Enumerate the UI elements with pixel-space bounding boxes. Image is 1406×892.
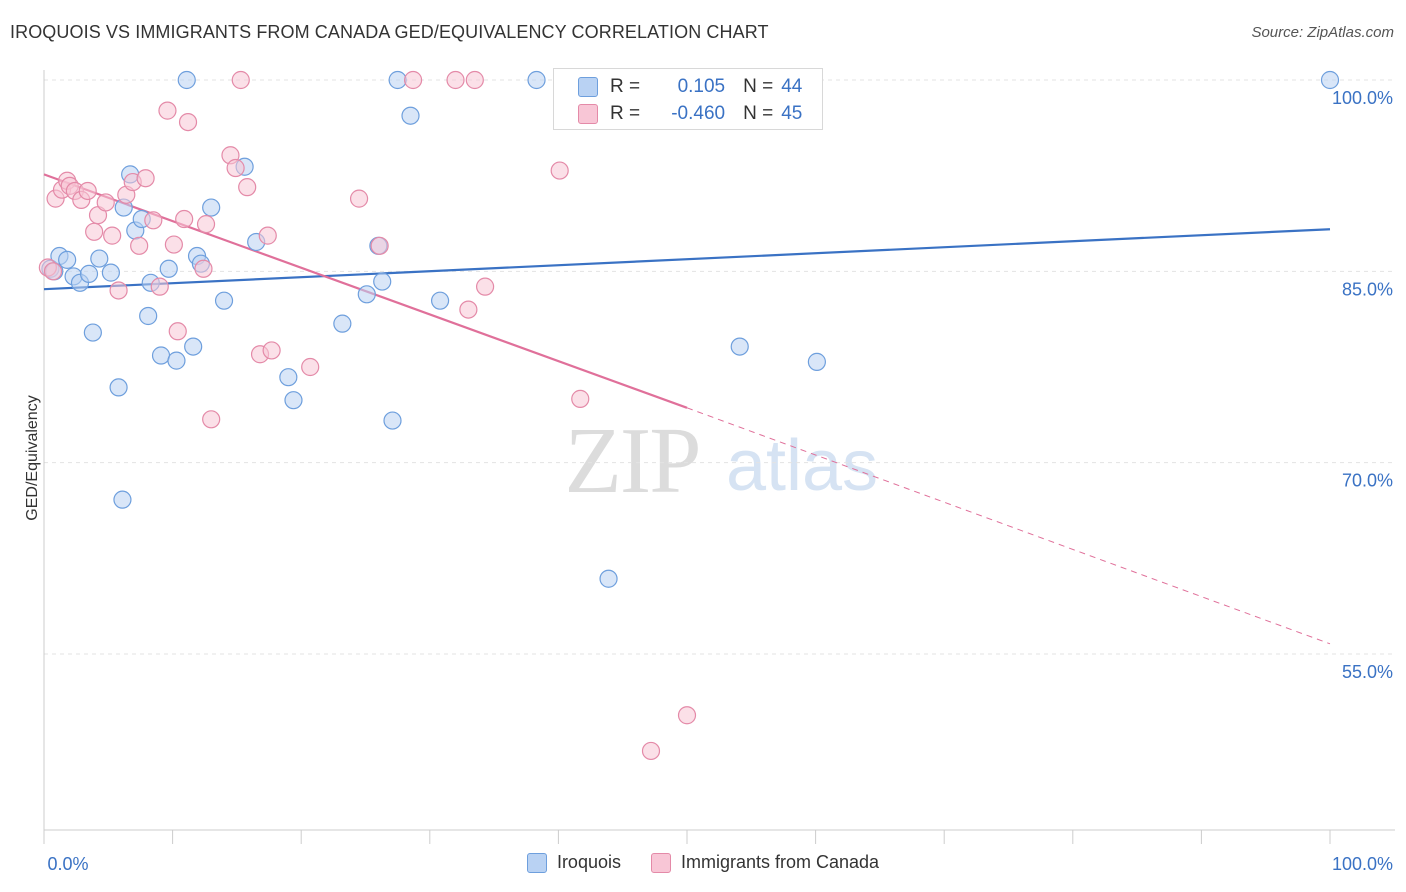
iroquois-point [388, 70, 407, 90]
canada-point [403, 70, 423, 90]
iroquois-point [79, 264, 99, 283]
canada-point [78, 181, 97, 201]
iroquois-point [83, 323, 102, 342]
canada-r-value: -0.460 [671, 103, 726, 124]
canada-point [96, 193, 115, 212]
canada-point [164, 235, 183, 254]
canada-point [641, 741, 661, 761]
legend-swatch-iroquois [526, 852, 547, 873]
canada-point [446, 70, 465, 90]
canada-point [238, 178, 257, 197]
stats-legend: R = 0.105 N = 44 R = -0.460 N = 45 [553, 68, 823, 130]
canada-point [130, 236, 149, 255]
canada-point [168, 322, 187, 341]
iroquois-point [730, 337, 749, 356]
canada-point [231, 70, 250, 90]
canada-point [349, 189, 369, 208]
iroquois-point [113, 490, 132, 509]
legend-label-iroquois: Iroquois [556, 852, 621, 872]
iroquois-point [58, 250, 77, 269]
iroquois-point [279, 368, 298, 387]
iroquois-point [527, 70, 546, 90]
canada-point [226, 158, 245, 178]
canada-point [202, 410, 221, 429]
iroquois-point [599, 569, 618, 588]
y-axis-label: GED/Equivalency [24, 395, 41, 520]
canada-point [194, 259, 213, 278]
canada-point [370, 236, 389, 255]
canada-n-label: N = [743, 103, 774, 124]
canada-point [465, 70, 484, 90]
y-tick-label: 70.0% [1342, 471, 1393, 491]
canada-point [103, 226, 122, 245]
canada-point [109, 281, 128, 300]
iroquois-n-value: 44 [781, 76, 803, 97]
iroquois-point [333, 314, 352, 333]
canada-point [43, 262, 63, 281]
stats-row-iroquois: R = 0.105 N = 44 [578, 74, 802, 100]
iroquois-point [159, 259, 178, 278]
canada-point [150, 277, 169, 296]
iroquois-point [184, 337, 203, 356]
canada-point [175, 209, 194, 229]
canada-point [475, 277, 495, 296]
canada-point [677, 706, 697, 725]
iroquois-point [430, 291, 450, 310]
canada-point [85, 222, 104, 241]
legend-item-iroquois[interactable]: Iroquois [526, 852, 621, 873]
legend-swatch-canada [650, 852, 671, 873]
watermark-zip: ZIP [565, 409, 700, 513]
iroquois-point [284, 391, 303, 410]
iroquois-point [357, 285, 376, 304]
iroquois-trend-line [43, 228, 1331, 291]
canada-point [571, 389, 590, 408]
watermark-atlas: atlas [726, 426, 878, 506]
iroquois-point [214, 291, 234, 310]
y-tick-label: 55.0% [1342, 662, 1393, 682]
chart-title: IROQUOIS VS IMMIGRANTS FROM CANADA GED/E… [10, 22, 769, 42]
legend-item-canada[interactable]: Immigrants from Canada [650, 852, 880, 873]
iroquois-point [807, 352, 826, 371]
iroquois-point [101, 263, 120, 282]
iroquois-point [202, 198, 221, 217]
canada-point [258, 226, 277, 245]
iroquois-point [109, 378, 128, 397]
y-tick-label: 85.0% [1342, 279, 1393, 299]
iroquois-r-label: R = [610, 76, 641, 97]
iroquois-point [401, 106, 420, 125]
iroquois-point [383, 411, 402, 430]
canada-point [550, 161, 569, 180]
canada-r-label: R = [610, 103, 641, 124]
iroquois-point [151, 346, 171, 365]
canada-point [301, 357, 320, 377]
iroquois-swatch [578, 77, 598, 97]
x-tick-label: 0.0% [47, 854, 88, 874]
canada-point [262, 341, 281, 360]
legend-label-canada: Immigrants from Canada [680, 852, 880, 872]
canada-trend-extension [686, 407, 1331, 645]
y-tick-label: 100.0% [1332, 88, 1393, 108]
iroquois-point [139, 306, 158, 326]
canada-point [136, 169, 155, 188]
bottom-legend: Iroquois Immigrants from Canada [0, 852, 1406, 873]
iroquois-n-label: N = [743, 76, 774, 97]
canada-point [196, 215, 216, 234]
canada-swatch [578, 104, 598, 124]
canada-point [144, 211, 163, 230]
x-tick-label: 100.0% [1332, 854, 1393, 874]
stats-row-canada: R = -0.460 N = 45 [578, 101, 802, 127]
canada-point [178, 112, 198, 132]
iroquois-point [177, 70, 196, 90]
iroquois-r-value: 0.105 [677, 76, 726, 97]
canada-point [459, 300, 478, 319]
iroquois-point [1320, 70, 1340, 90]
iroquois-point [90, 249, 109, 268]
iroquois-point [167, 351, 186, 370]
canada-point [158, 101, 177, 120]
iroquois-point [373, 272, 392, 291]
canada-n-value: 45 [781, 103, 803, 124]
source-label: Source: ZipAtlas.com [1251, 24, 1394, 41]
